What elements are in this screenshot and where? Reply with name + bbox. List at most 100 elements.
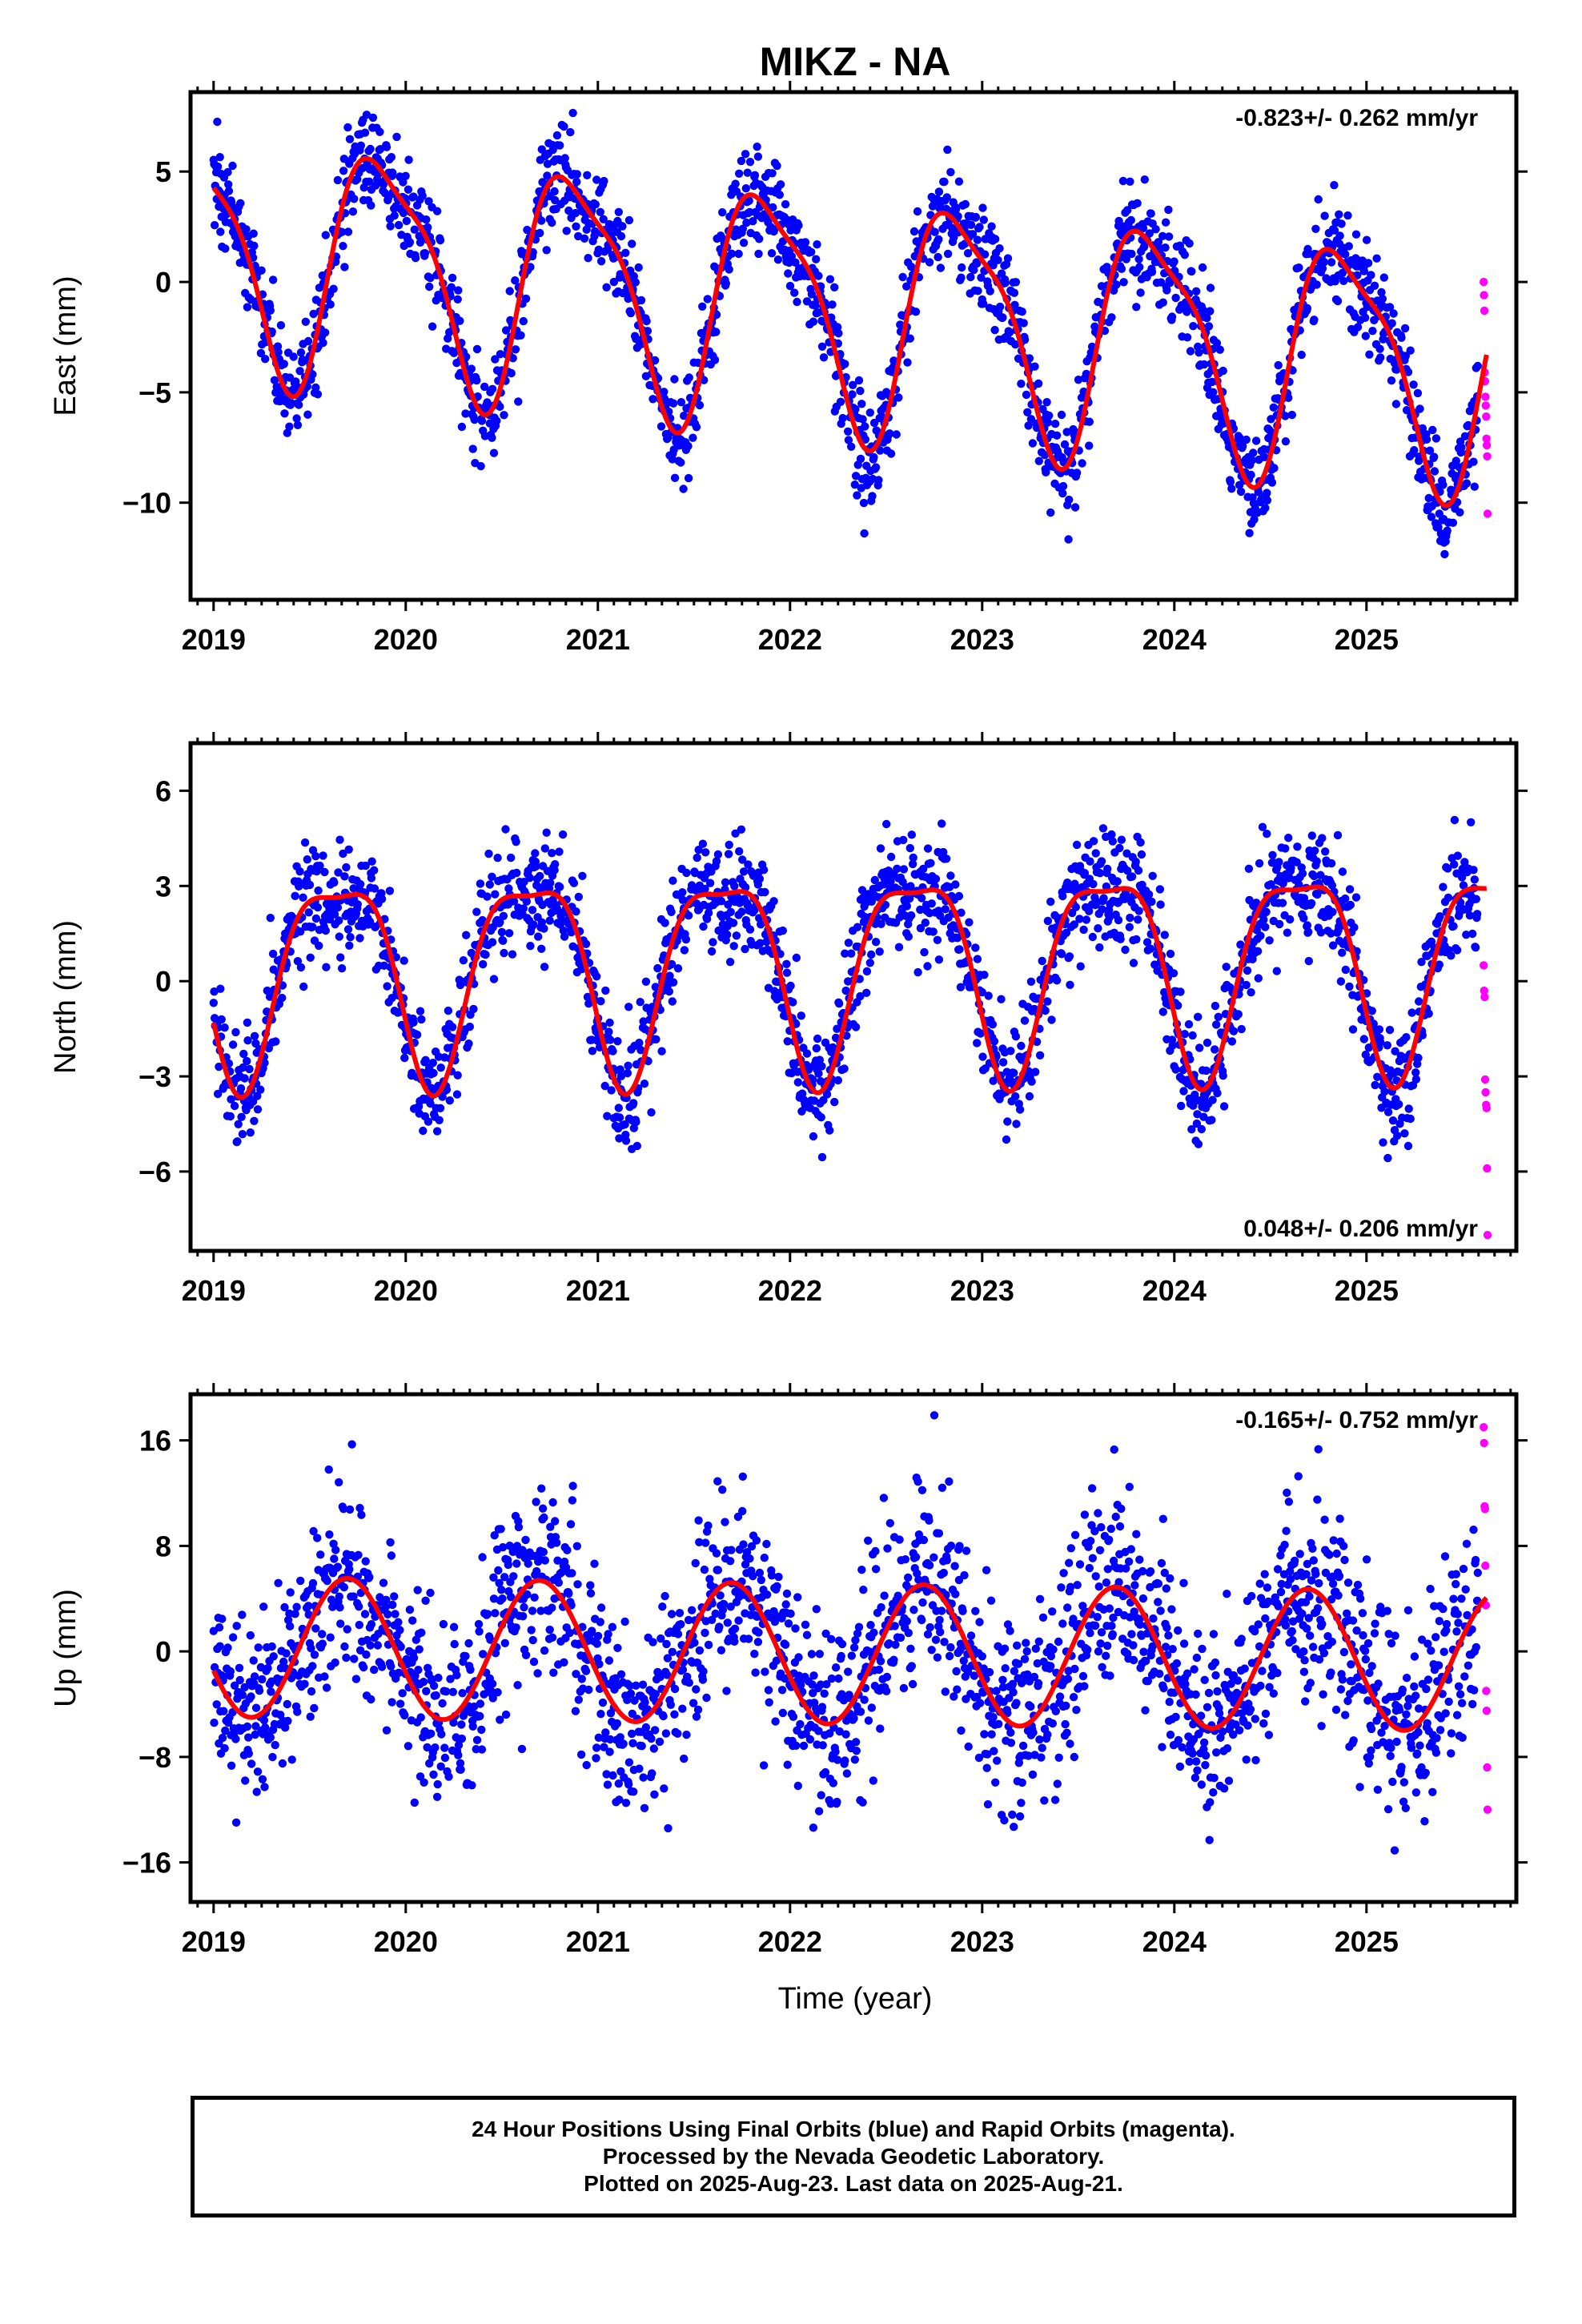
- final-orbit-point: [436, 1063, 445, 1072]
- final-orbit-point: [421, 1596, 430, 1606]
- final-orbit-point: [1385, 303, 1395, 312]
- final-orbit-point: [303, 336, 313, 346]
- final-orbit-point: [1010, 300, 1019, 309]
- final-orbit-point: [303, 855, 311, 864]
- final-orbit-point: [1434, 523, 1443, 532]
- final-orbit-point: [583, 171, 592, 179]
- final-orbit-point: [324, 1465, 333, 1474]
- final-orbit-point: [1338, 948, 1347, 957]
- final-orbit-point: [1074, 376, 1083, 384]
- final-orbit-point: [424, 223, 432, 232]
- final-orbit-point: [370, 866, 379, 875]
- x-tick-label: 2021: [566, 1274, 630, 1307]
- final-orbit-point: [1057, 410, 1066, 420]
- final-orbit-point: [908, 859, 917, 869]
- final-orbit-point: [442, 1687, 451, 1696]
- x-tick-label: 2024: [1142, 1274, 1207, 1307]
- final-orbit-point: [1456, 898, 1465, 907]
- final-orbit-point: [432, 207, 442, 215]
- final-orbit-point: [1042, 398, 1051, 407]
- final-orbit-point: [476, 1711, 484, 1721]
- final-orbit-point: [1453, 851, 1463, 860]
- final-orbit-point: [1339, 276, 1348, 285]
- final-orbit-point: [608, 1047, 617, 1055]
- final-orbit-point: [636, 998, 644, 1007]
- final-orbit-point: [869, 452, 878, 462]
- final-orbit-point: [552, 904, 562, 914]
- final-orbit-point: [1050, 420, 1060, 428]
- final-orbit-point: [246, 1128, 255, 1137]
- final-orbit-point: [231, 1027, 240, 1037]
- final-orbit-point: [860, 529, 869, 538]
- final-orbit-point: [1267, 880, 1275, 889]
- final-orbit-point: [1450, 860, 1459, 869]
- final-orbit-point: [721, 878, 730, 887]
- final-orbit-point: [335, 916, 343, 925]
- final-orbit-point: [1422, 435, 1431, 444]
- final-orbit-point: [1113, 877, 1122, 886]
- final-orbit-point: [336, 1619, 345, 1628]
- final-orbit-point: [1247, 470, 1255, 480]
- final-orbit-point: [660, 388, 669, 396]
- final-orbit-point: [738, 855, 747, 864]
- final-orbit-point: [548, 218, 556, 227]
- final-orbit-point: [286, 1588, 295, 1597]
- final-orbit-point: [977, 273, 986, 282]
- final-orbit-point: [679, 485, 688, 493]
- final-orbit-point: [429, 1770, 438, 1779]
- final-orbit-point: [234, 1120, 243, 1129]
- final-orbit-point: [1162, 286, 1171, 295]
- final-orbit-point: [1189, 1101, 1198, 1110]
- final-orbit-point: [1361, 313, 1370, 322]
- final-orbit-point: [903, 358, 912, 367]
- final-orbit-point: [1011, 1092, 1020, 1101]
- final-orbit-point: [339, 1505, 348, 1514]
- final-orbit-point: [424, 1117, 433, 1126]
- final-orbit-point: [639, 1017, 648, 1026]
- final-orbit-point: [433, 1779, 442, 1789]
- final-orbit-point: [1391, 1047, 1399, 1055]
- final-orbit-point: [296, 348, 306, 357]
- final-orbit-point: [955, 945, 964, 954]
- final-orbit-point: [732, 931, 741, 940]
- final-orbit-point: [212, 1700, 221, 1709]
- final-orbit-point: [366, 1641, 375, 1650]
- final-orbit-point: [334, 868, 343, 877]
- final-orbit-point: [227, 1095, 235, 1104]
- final-orbit-point: [624, 294, 632, 304]
- final-orbit-point: [1242, 435, 1251, 444]
- rapid-orbit-point: [1480, 986, 1489, 995]
- final-orbit-point: [1202, 1066, 1211, 1076]
- final-orbit-point: [367, 1695, 375, 1704]
- final-orbit-point: [814, 1069, 823, 1078]
- final-orbit-point: [685, 373, 693, 382]
- final-orbit-point: [560, 932, 569, 941]
- final-orbit-point: [991, 235, 1000, 243]
- final-orbit-point: [917, 894, 926, 903]
- final-orbit-point: [1211, 1045, 1219, 1054]
- final-orbit-point: [694, 846, 703, 854]
- final-orbit-point: [489, 975, 499, 983]
- final-orbit-point: [540, 844, 549, 853]
- final-orbit-point: [274, 348, 283, 356]
- final-orbit-point: [247, 1692, 255, 1701]
- final-orbit-point: [250, 1116, 259, 1126]
- final-orbit-point: [534, 932, 543, 941]
- final-orbit-point: [956, 983, 966, 991]
- final-orbit-point: [1376, 1038, 1385, 1047]
- final-orbit-point: [501, 326, 511, 335]
- final-orbit-point: [232, 1622, 241, 1630]
- final-orbit-point: [652, 1035, 661, 1044]
- final-orbit-point: [236, 1084, 246, 1093]
- final-orbit-point: [360, 1610, 370, 1618]
- final-orbit-point: [809, 1075, 817, 1084]
- final-orbit-point: [793, 1078, 802, 1087]
- final-orbit-point: [581, 939, 591, 949]
- final-orbit-point: [328, 1602, 337, 1611]
- final-orbit-point: [677, 458, 685, 467]
- final-orbit-point: [1199, 360, 1209, 369]
- final-orbit-point: [462, 931, 471, 939]
- final-orbit-point: [851, 472, 861, 480]
- final-orbit-point: [1292, 858, 1301, 866]
- final-orbit-point: [601, 986, 610, 995]
